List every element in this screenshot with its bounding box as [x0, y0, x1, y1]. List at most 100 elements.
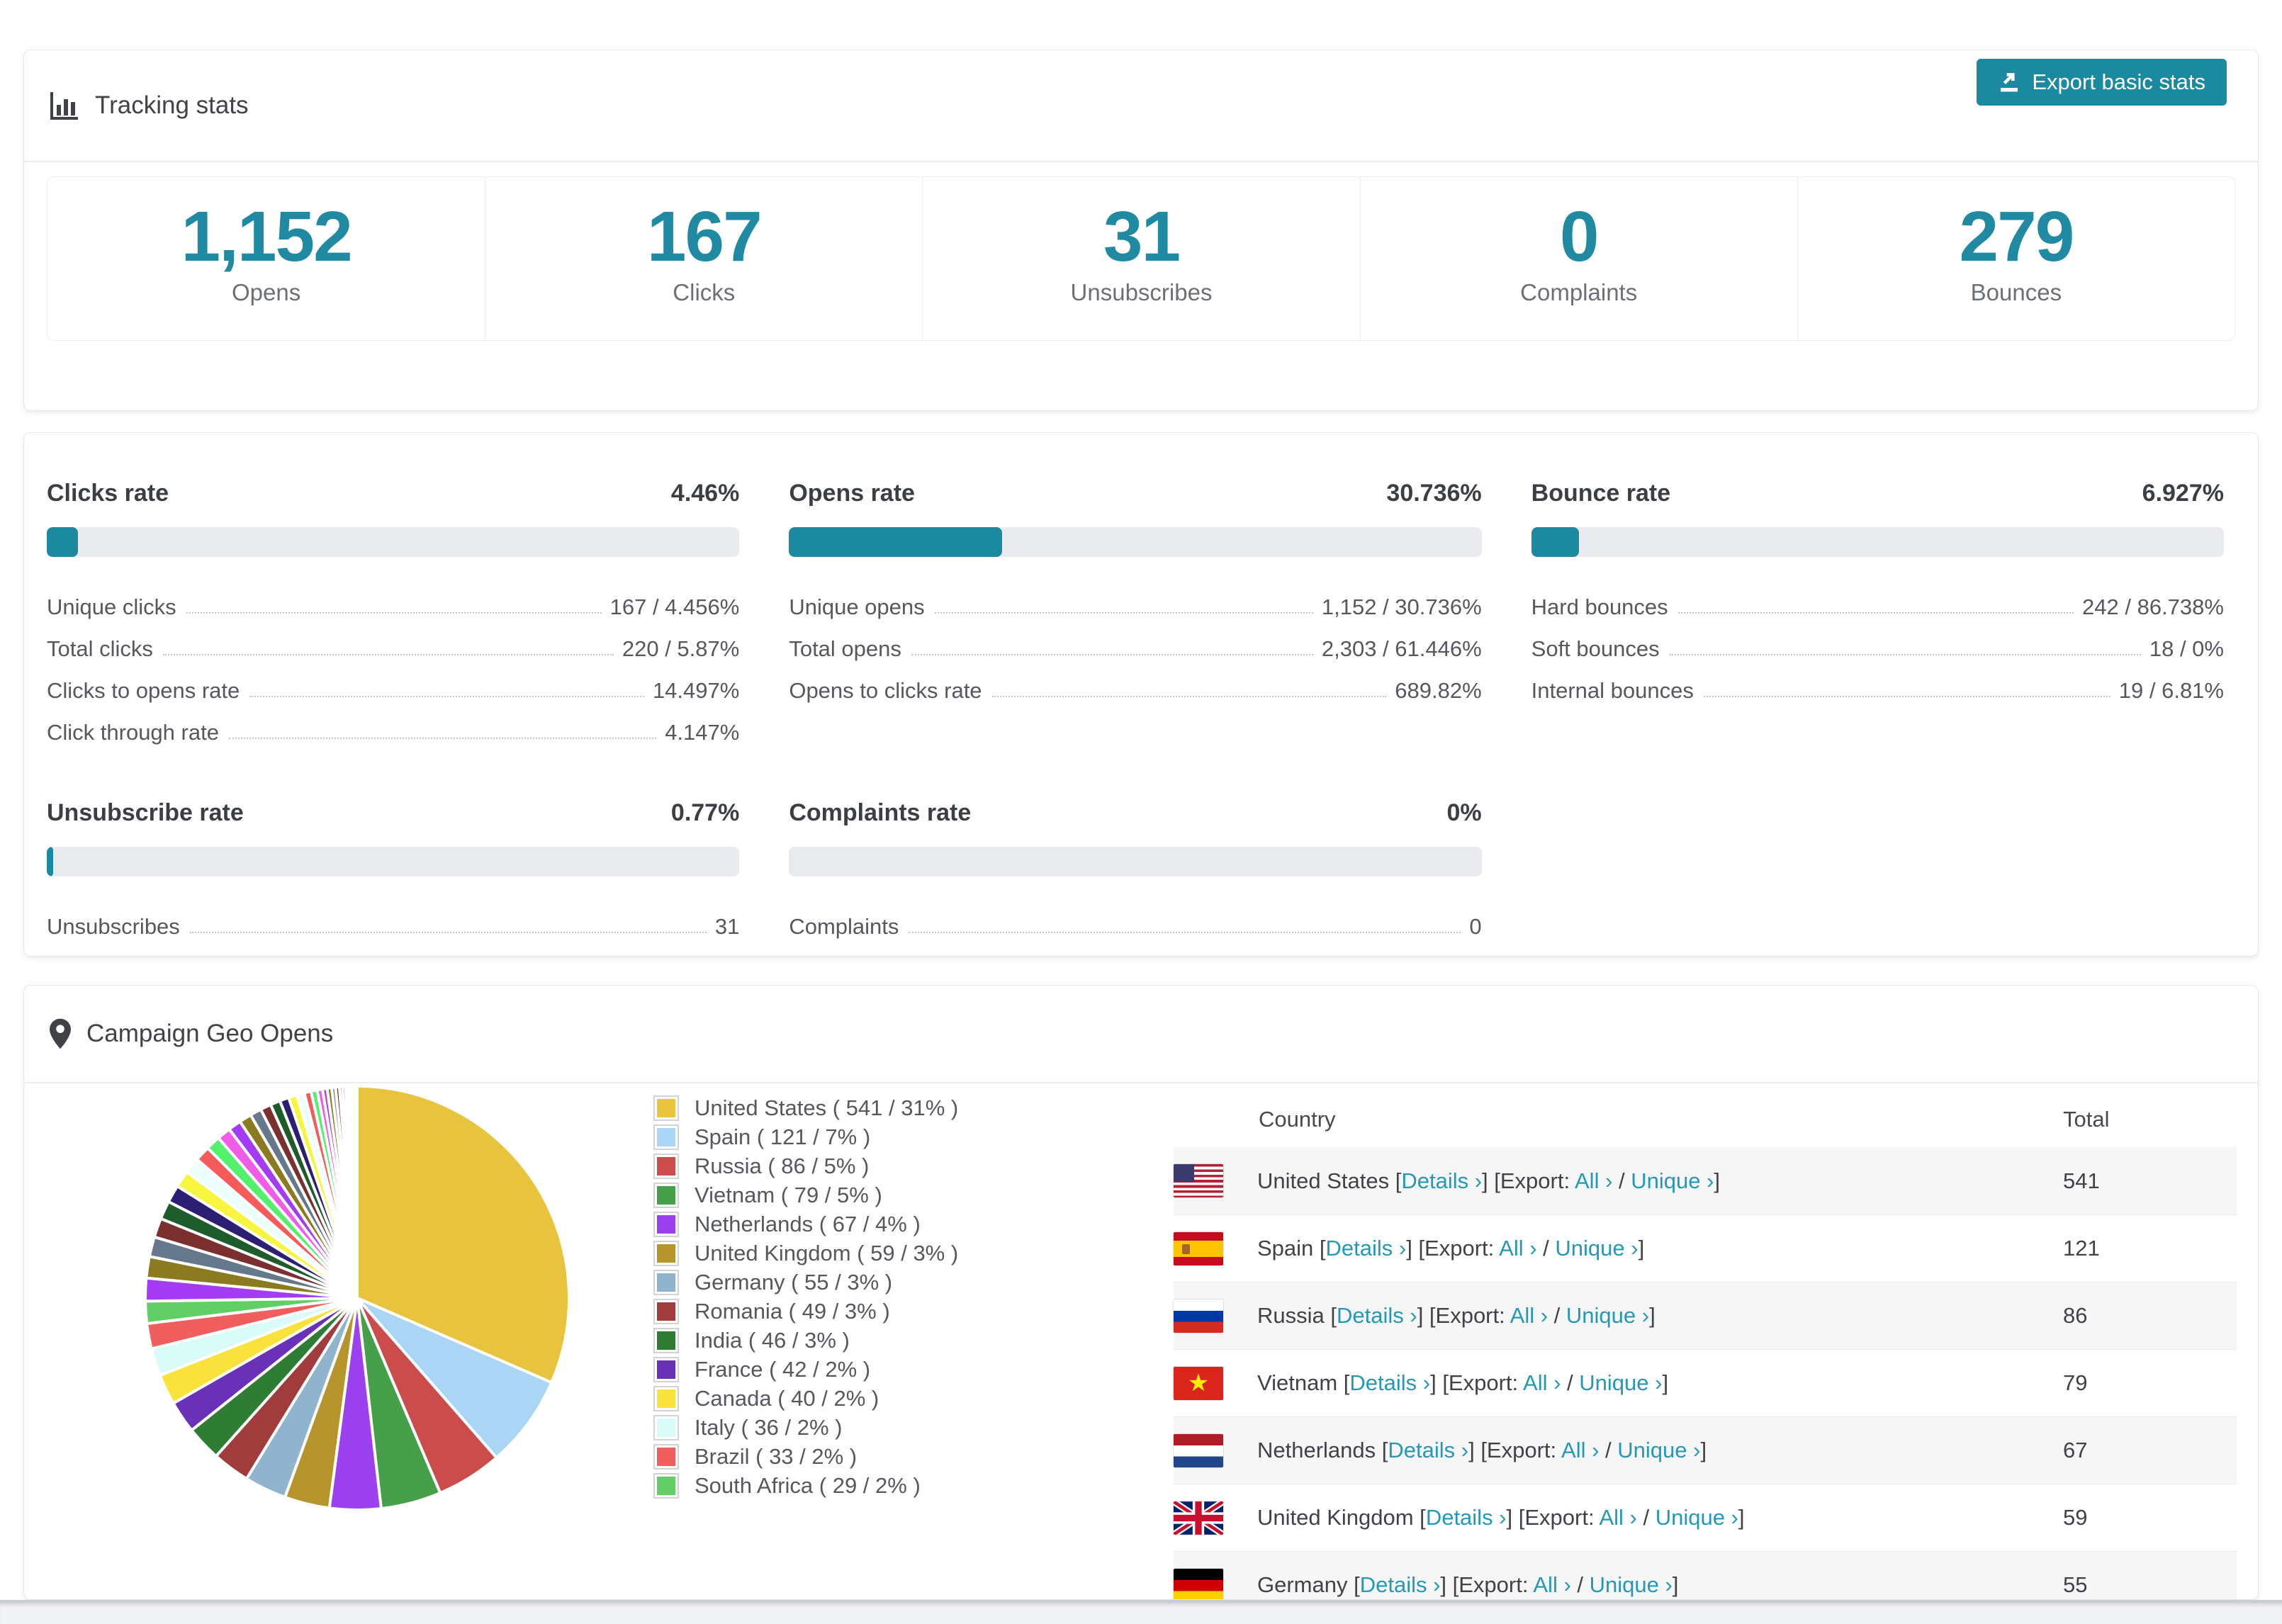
progress-bar — [47, 527, 740, 557]
details-link[interactable]: Details › — [1425, 1505, 1507, 1530]
export-unique-link[interactable]: Unique › — [1579, 1370, 1663, 1395]
rate-row-label: Clicks to opens rate — [47, 678, 240, 704]
dotted-leader — [249, 696, 644, 697]
legend-item-netherlands: Netherlands ( 67 / 4% ) — [653, 1209, 958, 1239]
details-link[interactable]: Details › — [1388, 1438, 1469, 1462]
rates-grid: Clicks rate 4.46% Unique clicks 167 / 4.… — [47, 480, 2224, 940]
stat-card-complaints: 0 Complaints — [1359, 177, 1797, 340]
rate-row-value: 1,152 / 30.736% — [1321, 594, 1482, 620]
export-unique-link[interactable]: Unique › — [1555, 1236, 1639, 1261]
rate-row-unique-opens: Unique opens 1,152 / 30.736% — [789, 578, 1481, 620]
legend-label: Canada ( 40 / 2% ) — [695, 1385, 879, 1411]
legend-item-vietnam: Vietnam ( 79 / 5% ) — [653, 1180, 958, 1209]
legend-swatch — [653, 1356, 679, 1382]
export-all-link[interactable]: All › — [1523, 1370, 1561, 1395]
rate-title: Opens rate — [789, 480, 915, 507]
stat-label: Complaints — [1520, 279, 1638, 305]
stat-cards: 1,152 Opens 167 Clicks 31 Unsubscribes 0… — [47, 176, 2235, 341]
details-link[interactable]: Details › — [1349, 1370, 1431, 1395]
rate-row-value: 14.497% — [652, 678, 740, 704]
geo-pie-chart — [141, 1082, 573, 1514]
export-all-link[interactable]: All › — [1533, 1572, 1571, 1597]
flag-icon-ru — [1174, 1299, 1223, 1333]
rate-row-soft-bounces: Soft bounces 18 / 0% — [1531, 620, 2224, 662]
export-unique-link[interactable]: Unique › — [1631, 1168, 1714, 1193]
geo-table-row-russia: Russia [Details ›] [Export: All › / Uniq… — [1174, 1282, 2237, 1349]
export-unique-link[interactable]: Unique › — [1617, 1438, 1701, 1462]
rate-rows: Hard bounces 242 / 86.738% Soft bounces … — [1531, 578, 2224, 704]
export-unique-link[interactable]: Unique › — [1655, 1505, 1738, 1530]
total-cell: 59 — [2063, 1505, 2088, 1530]
geo-table-row-germany: Germany [Details ›] [Export: All › / Uni… — [1174, 1551, 2237, 1599]
legend-item-india: India ( 46 / 3% ) — [653, 1326, 958, 1355]
rate-head: Unsubscribe rate 0.77% — [47, 799, 739, 827]
legend-label: Italy ( 36 / 2% ) — [695, 1414, 843, 1440]
dotted-leader — [1677, 612, 2074, 614]
legend-swatch — [653, 1124, 679, 1150]
rate-value: 30.736% — [1386, 480, 1482, 507]
rate-row-value: 2,303 / 61.446% — [1321, 636, 1482, 662]
total-cell: 121 — [2063, 1236, 2100, 1261]
legend-swatch — [653, 1240, 679, 1266]
legend-item-romania: Romania ( 49 / 3% ) — [653, 1297, 958, 1326]
country-cell: Spain [Details ›] [Export: All › / Uniqu… — [1257, 1236, 1645, 1261]
legend-label: Germany ( 55 / 3% ) — [695, 1269, 893, 1295]
stat-card-opens: 1,152 Opens — [47, 177, 485, 340]
dotted-leader — [162, 654, 614, 655]
country-cell: Russia [Details ›] [Export: All › / Uniq… — [1257, 1303, 1656, 1328]
rate-row-label: Total opens — [789, 636, 901, 662]
rate-rows: Unsubscribes 31 — [47, 898, 739, 940]
export-all-link[interactable]: All › — [1510, 1303, 1548, 1328]
export-all-link[interactable]: All › — [1575, 1168, 1613, 1193]
details-link[interactable]: Details › — [1401, 1168, 1483, 1193]
export-all-link[interactable]: All › — [1599, 1505, 1637, 1530]
country-cell: Netherlands [Details ›] [Export: All › /… — [1257, 1438, 1707, 1462]
geo-legend: United States ( 541 / 31% ) Spain ( 121 … — [653, 1093, 959, 1500]
rate-row-value: 18 / 0% — [2149, 636, 2224, 662]
flag-icon-vn: ★ — [1174, 1366, 1223, 1400]
stat-value: 0 — [1559, 197, 1600, 276]
rate-block-bounce-rate: Bounce rate 6.927% Hard bounces 242 / 86… — [1531, 480, 2224, 745]
dotted-leader — [911, 654, 1313, 655]
flag-icon-gb — [1174, 1501, 1223, 1535]
rate-value: 0% — [1446, 799, 1482, 826]
dotted-leader — [228, 738, 657, 739]
legend-item-spain: Spain ( 121 / 7% ) — [653, 1122, 958, 1151]
column-header-country: Country — [1259, 1107, 1336, 1132]
details-link[interactable]: Details › — [1325, 1236, 1407, 1261]
rate-row-clicks-to-opens-rate: Clicks to opens rate 14.497% — [47, 662, 739, 704]
dotted-leader — [186, 612, 602, 614]
legend-label: Netherlands ( 67 / 4% ) — [695, 1211, 921, 1236]
rate-row-internal-bounces: Internal bounces 19 / 6.81% — [1531, 662, 2224, 704]
geo-title: Campaign Geo Opens — [50, 1018, 333, 1049]
legend-swatch — [653, 1385, 679, 1411]
details-link[interactable]: Details › — [1359, 1572, 1441, 1597]
stat-value: 1,152 — [181, 197, 352, 276]
legend-swatch — [653, 1211, 679, 1237]
rate-row-value: 220 / 5.87% — [622, 636, 740, 662]
legend-label: United States ( 541 / 31% ) — [695, 1095, 959, 1120]
rate-row-hard-bounces: Hard bounces 242 / 86.738% — [1531, 578, 2224, 620]
rate-block-clicks-rate: Clicks rate 4.46% Unique clicks 167 / 4.… — [47, 480, 740, 745]
export-all-link[interactable]: All › — [1499, 1236, 1537, 1261]
details-link[interactable]: Details › — [1336, 1303, 1417, 1328]
legend-item-united-states: United States ( 541 / 31% ) — [653, 1093, 959, 1122]
legend-item-france: France ( 42 / 2% ) — [653, 1355, 958, 1384]
geo-table-header: Country Total — [1174, 1092, 2237, 1147]
pie-slice-united-states — [356, 1085, 570, 1385]
export-basic-stats-button[interactable]: Export basic stats — [1977, 59, 2227, 106]
rate-row-label: Total clicks — [47, 636, 153, 662]
rate-row-unsubscribes: Unsubscribes 31 — [47, 898, 739, 940]
rate-row-total-opens: Total opens 2,303 / 61.446% — [789, 620, 1481, 662]
rate-head: Clicks rate 4.46% — [47, 480, 739, 507]
export-all-link[interactable]: All › — [1561, 1438, 1600, 1462]
rate-head: Opens rate 30.736% — [789, 480, 1481, 507]
rate-rows: Unique opens 1,152 / 30.736% Total opens… — [789, 578, 1481, 704]
export-button-label: Export basic stats — [2032, 69, 2205, 94]
pie-slice-spain — [356, 1297, 553, 1460]
rate-row-unique-clicks: Unique clicks 167 / 4.456% — [47, 578, 739, 620]
export-unique-link[interactable]: Unique › — [1589, 1572, 1673, 1597]
legend-label: Romania ( 49 / 3% ) — [695, 1298, 890, 1324]
export-unique-link[interactable]: Unique › — [1566, 1303, 1650, 1328]
rate-row-click-through-rate: Click through rate 4.147% — [47, 704, 739, 745]
